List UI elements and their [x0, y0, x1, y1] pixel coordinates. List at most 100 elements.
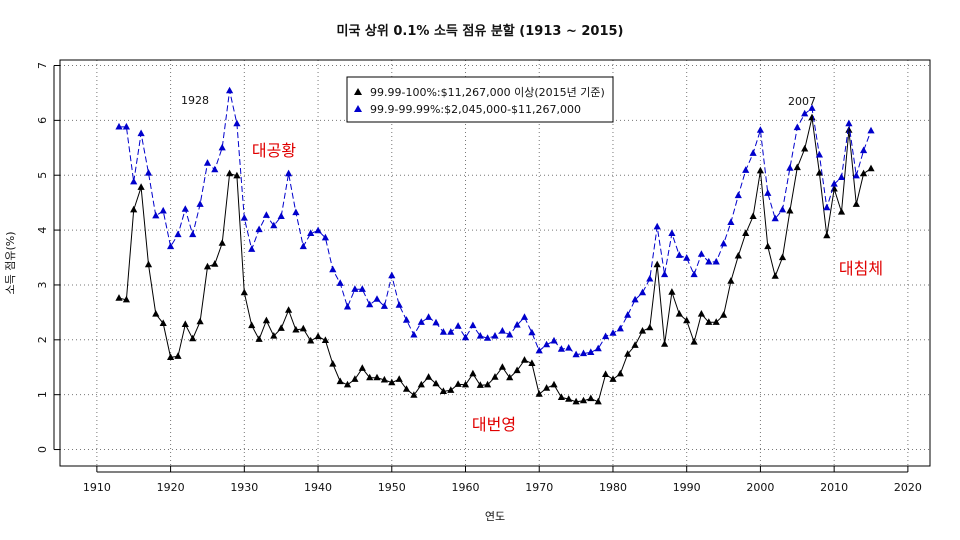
series-1-point: [734, 191, 742, 199]
series-1-point: [720, 239, 728, 247]
series-0-point: [314, 332, 322, 340]
series-0-point: [461, 380, 470, 388]
annotation-great-prosperity: 대번영: [472, 415, 516, 434]
legend-box: [346, 76, 614, 123]
series-0-point: [498, 363, 506, 370]
series-0-point: [609, 375, 617, 382]
series-1-point: [749, 149, 757, 156]
series-1-point: [366, 300, 374, 308]
series-0-point: [675, 310, 683, 317]
x-tick-label: 2000: [746, 481, 774, 494]
series-1-point: [837, 173, 846, 180]
series-1-point: [572, 350, 580, 358]
series-1-point: [218, 143, 226, 151]
series-0-point: [720, 311, 728, 318]
x-tick-label: 1990: [673, 481, 701, 494]
series-1-point: [683, 254, 691, 261]
series-1-point: [646, 274, 654, 282]
series-1-point: [203, 159, 212, 166]
series-0-point: [823, 231, 831, 239]
series-0-point: [638, 327, 647, 334]
series-1-point: [262, 211, 270, 218]
series-0-point: [661, 340, 669, 347]
legend-label-top: 99.99-100%:$11,267,000 이상(2015년 기준): [370, 86, 605, 99]
legend-marker-upper-mid: [354, 105, 362, 112]
series-1-point: [535, 346, 543, 354]
annotation-1928: 1928: [181, 94, 209, 107]
series-1-point: [860, 146, 868, 154]
series-0-point: [358, 364, 366, 371]
series-line-0: [118, 117, 872, 403]
series-1-point: [461, 333, 470, 341]
series-0-point: [771, 272, 779, 279]
series-0-point: [683, 316, 691, 324]
series-0-point: [852, 200, 860, 207]
series-0-point: [240, 288, 248, 296]
series-0-point: [248, 321, 256, 329]
series-0-point: [299, 324, 307, 332]
series-0-point: [705, 318, 713, 325]
series-1-point: [616, 324, 624, 332]
series-0-point: [122, 295, 130, 303]
series-0-point: [255, 335, 263, 342]
series-1-point: [425, 313, 433, 320]
series-1-point: [815, 150, 823, 158]
series-1-point: [491, 332, 499, 339]
series-0-point: [646, 323, 654, 331]
x-tick-label: 1940: [304, 481, 332, 494]
series-0-point: [602, 370, 610, 377]
series-0-point: [860, 169, 868, 177]
series-1-point: [594, 344, 602, 352]
series-1-point: [196, 200, 204, 207]
series-1-point: [756, 126, 764, 133]
series-0-point: [506, 373, 514, 381]
series-0-point: [801, 144, 809, 152]
series-1-point: [793, 123, 801, 131]
series-1-point: [830, 180, 838, 187]
series-1-point: [808, 104, 816, 111]
series-1-point: [653, 222, 661, 230]
series-1-point: [402, 316, 411, 323]
series-1-point: [609, 329, 617, 336]
series-1-point: [528, 328, 536, 336]
x-tick-label: 1920: [157, 481, 185, 494]
series-0-point: [594, 397, 602, 405]
series-0-point: [815, 169, 823, 176]
series-0-point: [373, 373, 381, 381]
series-1-point: [631, 295, 639, 303]
series-1-point: [778, 205, 787, 213]
series-0-point: [167, 353, 175, 360]
series-1-point: [771, 214, 779, 222]
series-0-point: [624, 350, 632, 357]
series-0-point: [579, 396, 588, 404]
series-0-point: [425, 373, 433, 380]
series-0-point: [550, 380, 558, 388]
series-0-point: [631, 341, 639, 348]
series-0-point: [144, 260, 153, 268]
series-1-point: [380, 302, 388, 309]
series-1-point: [675, 251, 683, 258]
series-0-point: [447, 386, 455, 393]
series-1-point: [852, 171, 860, 179]
x-axis-label: 연도: [485, 510, 505, 523]
series-0-point: [432, 379, 440, 387]
series-1-point: [786, 164, 794, 171]
series-1-point: [321, 233, 329, 241]
series-1-point: [867, 126, 875, 134]
series-0-point: [226, 169, 234, 177]
series-0-point: [388, 378, 396, 386]
series-layer: [115, 86, 875, 405]
series-0-point: [336, 377, 344, 385]
series-0-point: [756, 166, 764, 174]
series-1-point: [432, 318, 440, 326]
y-axis-label: 소득 점유(%): [4, 231, 17, 294]
series-1-point: [550, 336, 558, 344]
series-1-point: [144, 169, 153, 176]
series-0-point: [565, 395, 573, 402]
annotation-great-depression: 대공황: [252, 141, 296, 160]
series-0-point: [557, 393, 565, 400]
series-1-point: [167, 242, 175, 250]
series-1-point: [277, 212, 285, 219]
series-1-point: [602, 332, 610, 340]
series-1-point: [506, 330, 514, 338]
